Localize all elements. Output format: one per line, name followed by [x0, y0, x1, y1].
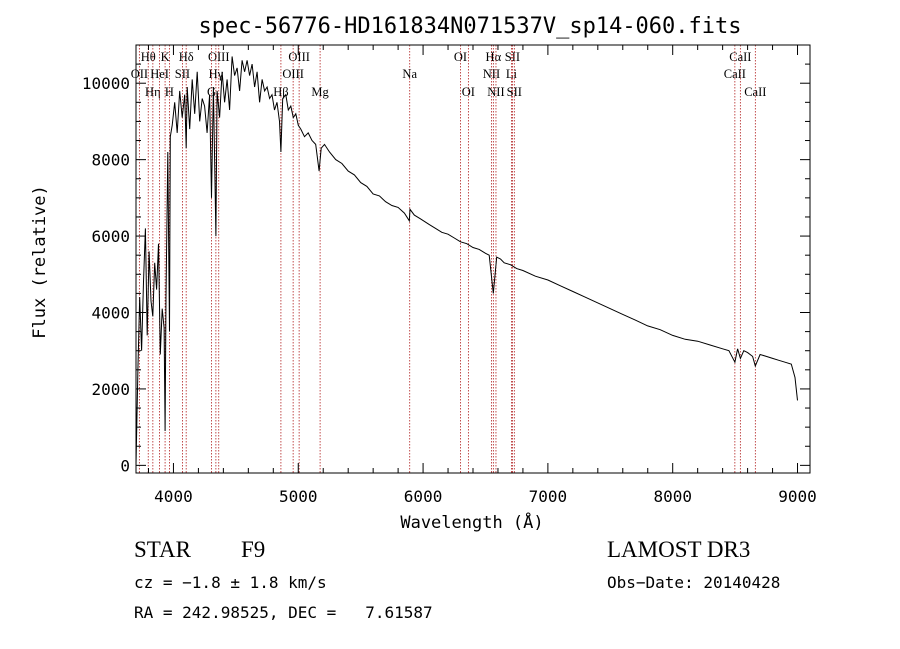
marker-label-17: OI [462, 85, 475, 99]
marker-label-4: HeI [150, 67, 169, 81]
x-tick-label: 8000 [653, 487, 692, 506]
x-tick-label: 4000 [154, 487, 193, 506]
x-tick-label: 6000 [404, 487, 443, 506]
marker-label-6: SII [175, 67, 190, 81]
observation-date: Obs−Date: 20140428 [607, 573, 781, 592]
y-tick-label: 2000 [91, 380, 130, 399]
marker-label-3: K [161, 50, 170, 64]
y-axis-label: Flux (relative) [30, 185, 50, 339]
marker-label-8: OIII [208, 50, 230, 64]
marker-label-20: NII [483, 67, 500, 81]
object-class: STAR [134, 537, 191, 562]
marker-label-10: G [207, 85, 216, 99]
marker-label-9: Hγ [209, 67, 224, 81]
survey-label: LAMOST DR3 [607, 537, 751, 562]
marker-label-12: OIII [288, 50, 310, 64]
marker-label-18: Hα [486, 50, 502, 64]
redshift-cz: cz = −1.8 ± 1.8 km/s [134, 573, 327, 592]
marker-label-25: CaII [724, 67, 746, 81]
marker-label-13: OIII [282, 67, 304, 81]
marker-label-5: Hδ [179, 50, 194, 64]
axis-ticks: 4000 5000 6000 7000 8000 9000 0 2000 4000 6000 800… [82, 45, 817, 506]
x-axis-label: Wavelength (Å) [400, 511, 543, 533]
y-tick-label: 0 [120, 456, 130, 475]
marker-label-1: OII [131, 67, 148, 81]
x-tick-label: 5000 [279, 487, 318, 506]
plot-frame [135, 44, 811, 474]
y-tick-label: 10000 [82, 74, 130, 93]
marker-label-24: CaII [729, 50, 751, 64]
marker-label-26: CaII [744, 85, 766, 99]
spectrum-line [135, 56, 798, 466]
x-tick-label: 9000 [778, 487, 817, 506]
object-subclass: F9 [241, 537, 266, 562]
marker-label-16: OI [454, 50, 467, 64]
marker-label-7: H [165, 85, 174, 99]
marker-label-0: Hθ [141, 50, 156, 64]
coordinates: RA = 242.98525, DEC = 7.61587 [134, 603, 433, 622]
marker-label-22: NII [487, 85, 504, 99]
x-tick-label: 7000 [529, 487, 568, 506]
marker-label-23: SII [507, 85, 522, 99]
marker-label-19: SII [505, 50, 520, 64]
marker-label-2: Hη [145, 85, 161, 99]
marker-label-15: Na [402, 67, 417, 81]
chart-title: spec-56776-HD161834N071537V_sp14-060.fit… [198, 14, 741, 39]
y-tick-label: 4000 [91, 304, 130, 323]
y-tick-label: 8000 [91, 151, 130, 170]
marker-label-21: Li [506, 67, 518, 81]
y-tick-label: 6000 [91, 227, 130, 246]
marker-label-14: Mg [311, 85, 329, 99]
